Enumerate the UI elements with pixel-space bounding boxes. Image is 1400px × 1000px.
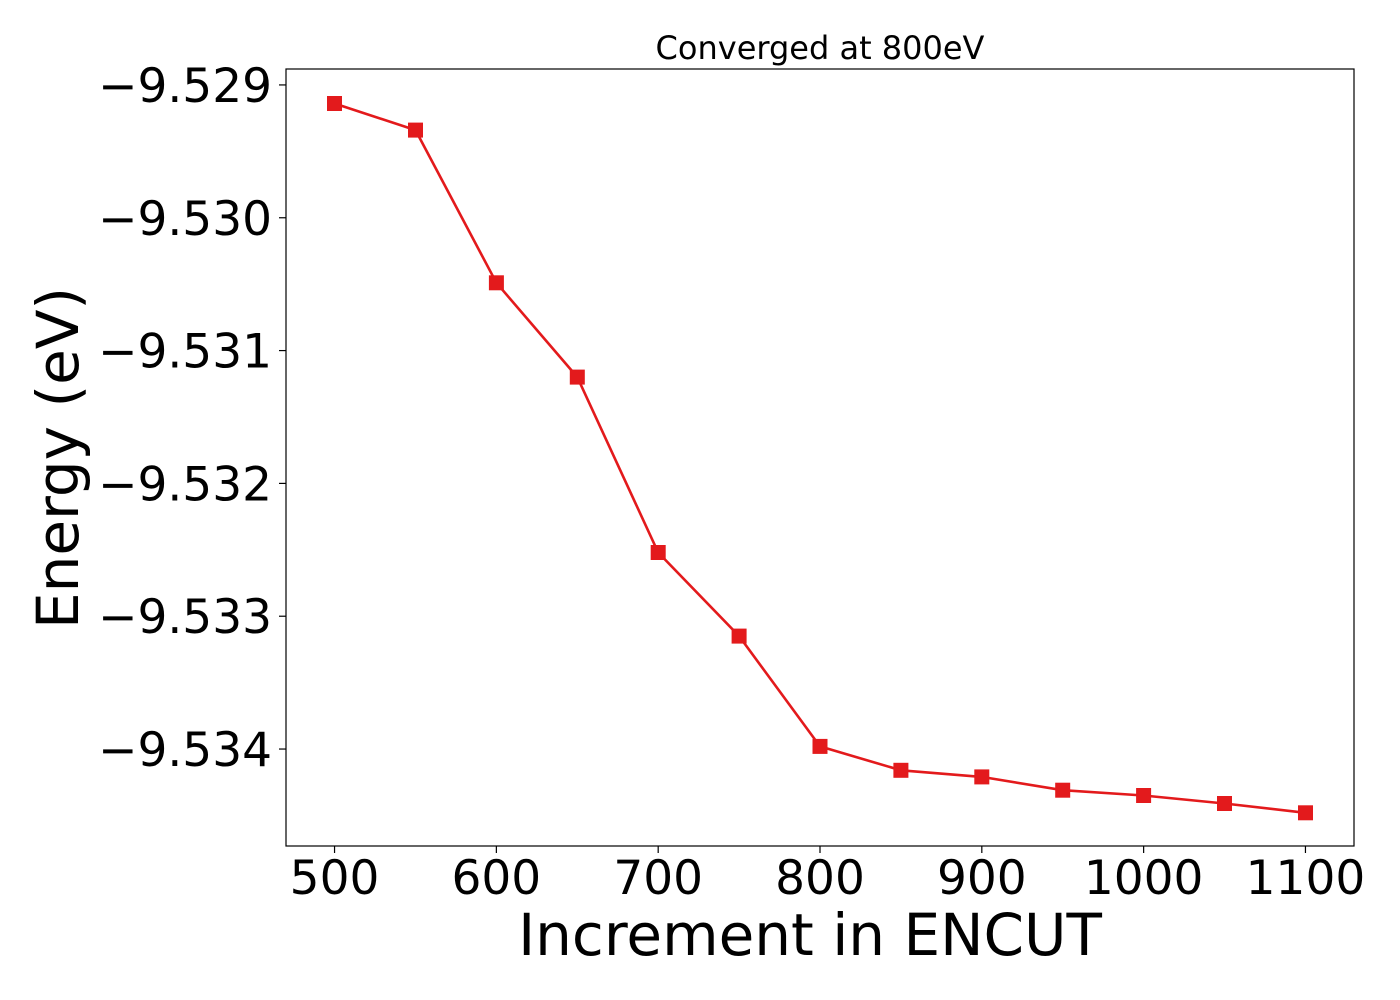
x-tick-label: 700 <box>613 851 703 906</box>
data-point <box>893 762 909 778</box>
plot-layer <box>327 96 1313 821</box>
data-point <box>650 545 666 560</box>
x-tick-label: 1000 <box>1084 851 1204 906</box>
y-tick-label: −9.531 <box>98 325 272 380</box>
y-axis: −9.529 −9.530 −9.531 −9.532 −9.533 −9.534 <box>98 59 286 778</box>
y-axis-label: Energy (eV) <box>24 287 92 629</box>
data-point <box>488 275 504 291</box>
data-point <box>812 738 828 754</box>
data-point <box>1136 788 1152 803</box>
series-line <box>334 102 1306 815</box>
data-point <box>327 96 342 111</box>
y-tick-label: −9.529 <box>98 59 272 114</box>
x-axis-label: Increment in ENCUT <box>518 901 1102 969</box>
x-tick-label: 1100 <box>1246 851 1366 906</box>
x-tick-label: 900 <box>937 851 1027 906</box>
data-point <box>974 769 990 785</box>
data-point <box>731 628 747 644</box>
y-tick-label: −9.530 <box>98 192 272 247</box>
data-point <box>1217 796 1232 811</box>
x-tick-label: 600 <box>452 851 542 906</box>
data-point <box>408 122 423 138</box>
y-tick-label: −9.534 <box>98 723 272 778</box>
x-tick-label: 800 <box>775 851 865 906</box>
chart-title: Converged at 800eV <box>656 29 985 67</box>
x-axis: 500 600 700 800 900 1000 1100 <box>290 846 1366 906</box>
y-tick-label: −9.532 <box>98 457 272 512</box>
data-point <box>1055 782 1071 798</box>
data-point <box>569 369 585 385</box>
x-tick-label: 500 <box>290 851 380 906</box>
y-tick-label: −9.533 <box>98 590 272 645</box>
data-point <box>1298 805 1313 821</box>
